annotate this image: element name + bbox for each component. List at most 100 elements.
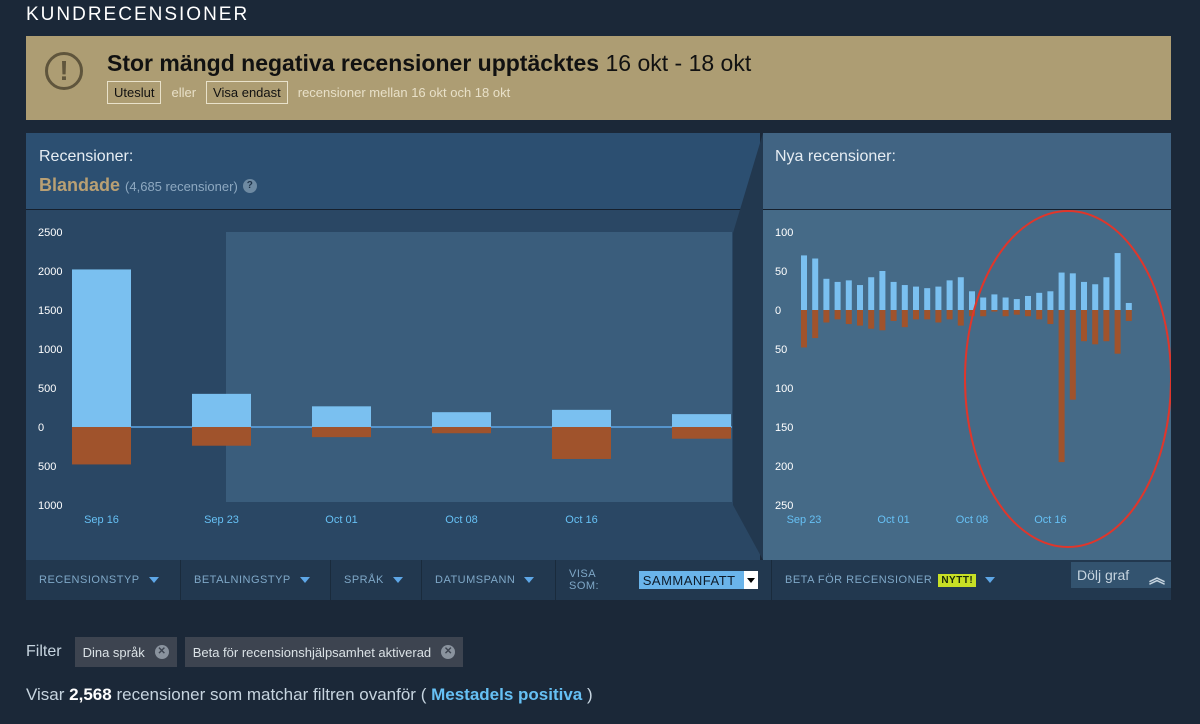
y-tick-label: 50 — [775, 266, 787, 278]
negative-bar — [312, 427, 371, 438]
negative-bar — [1036, 310, 1043, 320]
y-tick-label: 500 — [38, 383, 56, 395]
positive-bar — [868, 277, 875, 310]
negative-bar — [1125, 310, 1132, 321]
remove-icon[interactable]: ✕ — [154, 645, 169, 659]
positive-bar — [924, 288, 931, 310]
overall-count: (4,685 recensioner) — [125, 179, 238, 194]
positive-bar — [879, 271, 886, 310]
positive-bar — [72, 269, 131, 427]
negative-bar — [957, 310, 964, 326]
help-icon[interactable]: ? — [242, 179, 257, 194]
negative-bar — [969, 310, 975, 317]
overall-summary: Blandade (4,685 recensioner) ? — [39, 175, 257, 196]
y-tick-label: 0 — [775, 305, 781, 317]
x-tick-label: Sep 23 — [204, 514, 239, 526]
banner-title-text: Stor mängd negativa recensioner upptäckt… — [107, 50, 600, 76]
filter-chip-label: Dina språk — [82, 644, 145, 660]
negative-bar — [991, 310, 998, 312]
negative-bar — [1103, 310, 1110, 342]
x-tick-label: Oct 01 — [325, 514, 357, 526]
remove-icon[interactable]: ✕ — [441, 645, 456, 659]
review-type-dropdown[interactable]: RECENSIONSTYP — [26, 560, 181, 600]
negative-bar — [857, 310, 863, 326]
negative-reviews-banner: ! Stor mängd negativa recensioner upptäc… — [26, 36, 1171, 120]
negative-bar — [901, 310, 908, 328]
positive-bar — [1092, 284, 1099, 310]
beta-dropdown[interactable]: BETA FÖR RECENSIONER NYTT! — [772, 560, 1008, 600]
positive-bar — [946, 280, 953, 310]
positive-bar — [935, 286, 942, 310]
y-tick-label: 150 — [775, 422, 793, 434]
exclude-button[interactable]: Uteslut — [107, 81, 162, 104]
display-as-select[interactable]: SAMMANFATT — [638, 571, 758, 589]
showing-suffix: ) — [587, 685, 593, 704]
positive-bar — [957, 277, 964, 310]
overall-panel: Recensioner: Blandade (4,685 recensioner… — [26, 133, 760, 560]
recent-panel: Nya recensioner: 100 50 0 50 100 150 200 250 Sep… — [763, 133, 1171, 560]
language-dropdown[interactable]: SPRÅK — [331, 560, 422, 600]
filter-chip-beta[interactable]: Beta för recensionshjälpsamhet aktiverad… — [184, 637, 464, 667]
negative-bar — [1047, 310, 1054, 325]
y-tick-label: 50 — [775, 344, 787, 356]
showing-rating-link[interactable]: Mestadels positiva — [431, 685, 583, 704]
warning-icon: ! — [45, 52, 83, 90]
select-arrow-icon — [744, 571, 758, 589]
overall-label: Recensioner: — [39, 148, 134, 165]
negative-bar — [1081, 310, 1087, 342]
y-tick-label: 100 — [775, 227, 793, 239]
filter-chip-languages[interactable]: Dina språk ✕ — [74, 637, 177, 667]
negative-bar — [946, 310, 953, 320]
y-tick-label: 200 — [775, 461, 793, 473]
negative-bar — [1013, 310, 1020, 315]
positive-bar — [312, 406, 371, 427]
negative-bar — [834, 310, 841, 320]
positive-bar — [801, 255, 807, 310]
positive-bar — [1069, 273, 1076, 310]
positive-bar — [812, 258, 819, 310]
x-tick-label: Oct 01 — [877, 514, 909, 526]
positive-bar — [913, 286, 919, 310]
positive-bar — [1125, 302, 1132, 310]
overall-header: Recensioner: Blandade (4,685 recensioner… — [26, 133, 760, 210]
showing-middle: recensioner som matchar filtren ovanför … — [116, 685, 427, 704]
positive-bar — [834, 281, 841, 310]
negative-bar — [935, 310, 942, 323]
negative-bar — [192, 427, 251, 446]
showing-prefix: Visar — [26, 685, 65, 704]
negative-bar — [924, 310, 931, 320]
filter-label: Filter — [26, 643, 62, 660]
overall-chart: 2500 2000 1500 1000 500 0 500 1000 Sep 16 Sep 23 O… — [38, 227, 732, 526]
negative-bar — [913, 310, 919, 320]
chevron-down-icon — [985, 577, 996, 583]
hide-graph-button[interactable]: Dölj graf ︽ — [1071, 562, 1171, 588]
positive-bar — [1081, 281, 1087, 310]
section-title: KUNDRECENSIONER — [26, 4, 250, 25]
beta-label: BETA FÖR RECENSIONER — [785, 574, 933, 586]
y-tick-label: 2000 — [38, 266, 62, 278]
payment-type-dropdown[interactable]: BETALNINGSTYP — [181, 560, 331, 600]
date-range-dropdown[interactable]: DATUMSPANN — [422, 560, 556, 600]
x-tick-label: Oct 08 — [956, 514, 988, 526]
x-tick-label: Sep 16 — [84, 514, 119, 526]
show-only-button[interactable]: Visa endast — [206, 81, 288, 104]
negative-bar — [72, 427, 131, 465]
recent-chart[interactable]: 100 50 0 50 100 150 200 250 Sep 23 Oct 01 Oct 08 Oc… — [763, 209, 1171, 560]
showing-count: 2,568 — [69, 685, 112, 704]
positive-bar — [890, 281, 897, 310]
negative-bar — [868, 310, 875, 329]
chevron-down-icon — [392, 577, 403, 583]
recent-label: Nya recensioner: — [775, 148, 896, 165]
negative-bar — [890, 310, 897, 321]
negative-bar — [672, 427, 731, 439]
selection-region — [226, 232, 732, 502]
chevron-down-icon — [148, 577, 159, 583]
overall-summary-text: Blandade — [39, 175, 121, 195]
positive-bar — [192, 393, 251, 427]
negative-bar — [801, 310, 807, 348]
negative-bar — [1058, 310, 1065, 463]
negative-bar — [552, 427, 611, 459]
y-tick-label: 250 — [775, 500, 793, 512]
positive-bar — [1002, 297, 1009, 310]
negative-bar — [1025, 310, 1031, 317]
